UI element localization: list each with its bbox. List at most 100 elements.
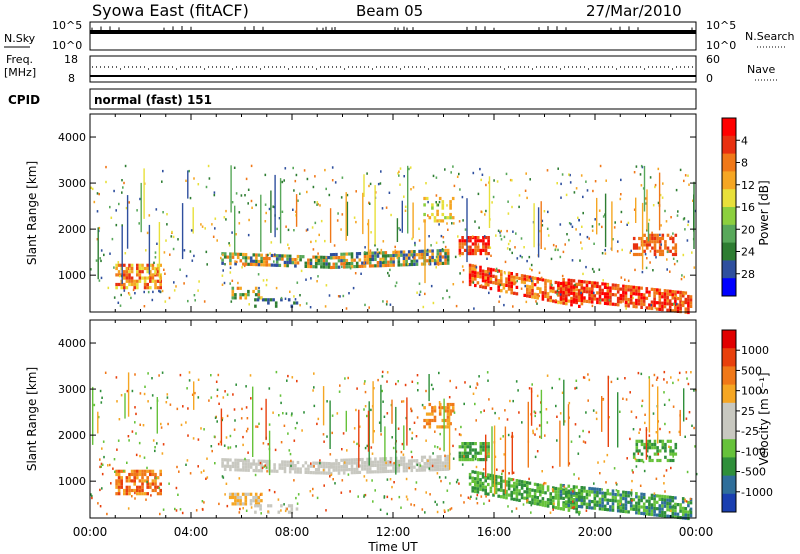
echo-cell	[465, 455, 467, 459]
echo-cell	[633, 208, 636, 211]
echo-cell	[392, 254, 395, 258]
echo-cell	[143, 279, 147, 283]
echo-cell	[541, 470, 543, 473]
echo-cell	[528, 291, 532, 295]
echo-cell	[125, 276, 129, 280]
echo-cell	[187, 299, 189, 303]
echo-cell	[679, 303, 682, 307]
echo-cell	[128, 279, 131, 283]
echo-cell	[376, 470, 380, 474]
echo-cell	[674, 442, 678, 447]
echo-cell	[316, 422, 318, 426]
echo-cell	[672, 381, 674, 385]
echo-cell	[664, 455, 667, 459]
echo-cell	[652, 412, 655, 415]
echo-cell	[511, 251, 513, 255]
echo-cell	[616, 290, 620, 294]
echo-cell	[549, 279, 552, 283]
echo-cell	[469, 236, 472, 240]
echo-cell	[364, 251, 366, 254]
echo-cell	[687, 307, 690, 311]
echo-cell	[431, 412, 434, 416]
echo-cell	[411, 380, 414, 383]
echo-cell	[570, 506, 573, 510]
echo-cell	[483, 502, 485, 505]
echo-cell	[577, 298, 581, 303]
echo-cell	[629, 437, 631, 441]
echo-cell	[136, 263, 139, 267]
echo-cell	[544, 285, 547, 289]
echo-cell	[635, 442, 639, 447]
echo-cell	[520, 483, 524, 487]
echo-cell	[677, 378, 680, 382]
echo-cell	[229, 271, 232, 274]
echo-cell	[239, 259, 243, 263]
echo-cell	[474, 264, 477, 268]
echo-cell	[117, 270, 121, 274]
echo-cell	[116, 448, 118, 451]
echo-streak	[367, 410, 370, 452]
echo-streak	[540, 201, 542, 249]
echo-cell	[127, 292, 130, 295]
echo-cell	[99, 389, 102, 393]
echo-cell	[663, 514, 667, 518]
echo-cell	[482, 481, 485, 485]
echo-cell	[154, 449, 156, 453]
echo-cell	[645, 449, 649, 453]
echo-cell	[656, 449, 659, 453]
echo-cell	[340, 465, 343, 469]
echo-cell	[197, 378, 200, 381]
echo-cell	[235, 192, 238, 195]
echo-cell	[575, 495, 578, 499]
colorbar-swatch	[722, 278, 736, 297]
echo-cell	[446, 258, 450, 262]
range-tick-label: 1000	[58, 269, 86, 282]
echo-cell	[658, 246, 662, 250]
echo-cell	[606, 302, 610, 306]
echo-cell	[621, 248, 623, 252]
echo-cell	[570, 500, 573, 505]
echo-cell	[656, 249, 659, 253]
echo-cell	[653, 497, 656, 501]
echo-cell	[523, 293, 526, 297]
echo-cell	[447, 509, 450, 512]
echo-cell	[312, 487, 314, 491]
echo-cell	[653, 373, 656, 377]
echo-cell	[609, 508, 612, 512]
echo-cell	[172, 247, 175, 251]
echo-cell	[567, 497, 571, 501]
echo-cell	[120, 286, 123, 290]
echo-cell	[117, 261, 120, 264]
echo-cell	[541, 294, 545, 298]
echo-cell	[168, 296, 171, 300]
echo-cell	[254, 499, 258, 503]
echo-cell	[267, 510, 269, 513]
echo-cell	[689, 301, 693, 305]
echo-cell	[269, 298, 273, 302]
echo-cell	[416, 463, 419, 467]
echo-cell	[449, 206, 452, 210]
echo-cell	[572, 285, 576, 289]
echo-cell	[571, 225, 574, 228]
echo-cell	[150, 406, 152, 410]
echo-cell	[189, 250, 192, 253]
echo-cell	[567, 288, 571, 292]
echo-cell	[652, 269, 654, 272]
echo-cell	[624, 297, 628, 301]
echo-cell	[373, 430, 375, 433]
echo-cell	[431, 409, 434, 413]
echo-cell	[290, 464, 292, 468]
echo-cell	[655, 291, 659, 295]
echo-cell	[538, 294, 540, 298]
echo-cell	[674, 290, 677, 294]
echo-cell	[598, 491, 602, 495]
echo-cell	[620, 178, 622, 182]
echo-cell	[185, 421, 187, 424]
echo-cell	[567, 508, 571, 512]
echo-cell	[205, 185, 208, 189]
echo-cell	[121, 179, 123, 182]
echo-cell	[441, 261, 445, 265]
echo-cell	[296, 421, 298, 425]
echo-cell	[152, 439, 155, 442]
